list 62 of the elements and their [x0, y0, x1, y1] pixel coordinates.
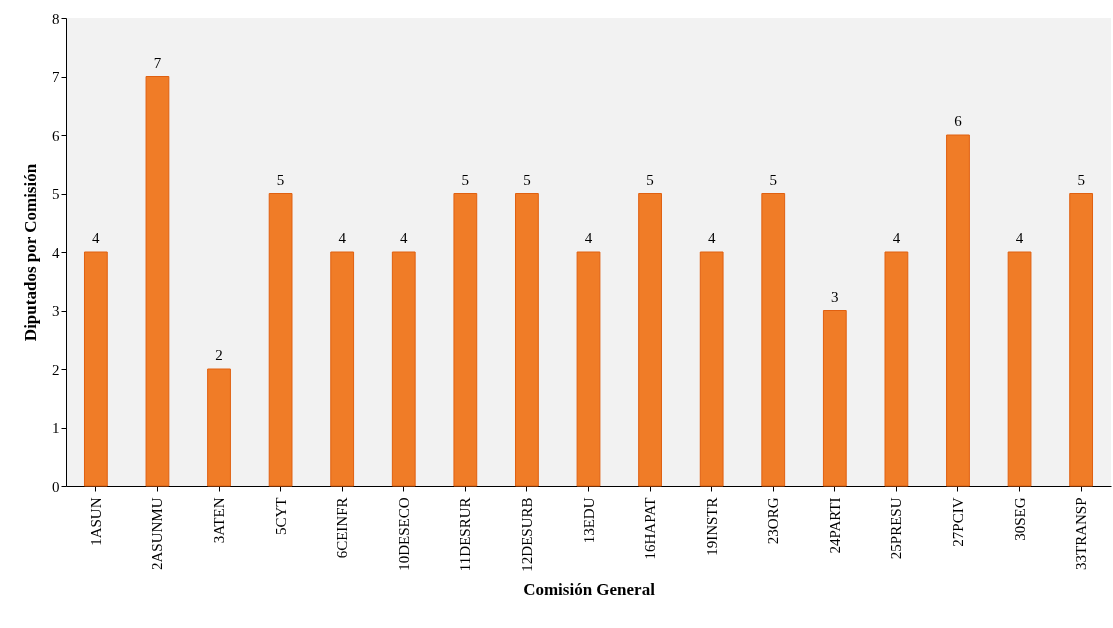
bar — [330, 251, 355, 487]
x-tick-label: 11DESRUR — [457, 497, 474, 572]
data-label: 6 — [954, 113, 963, 129]
data-label: 5 — [1077, 171, 1085, 188]
data-label: 4 — [1015, 230, 1024, 246]
bar — [453, 193, 478, 487]
bar — [391, 251, 416, 487]
data-label: 3 — [831, 288, 839, 305]
x-tick-label: 10DESECO — [395, 497, 412, 571]
bar — [207, 368, 231, 487]
x-tick-label: 3ATEN — [211, 497, 228, 544]
data-label: 5 — [276, 171, 285, 188]
bar — [822, 310, 847, 487]
bar — [699, 251, 724, 487]
x-tick-label: 1ASUN — [87, 497, 104, 546]
data-label: 7 — [153, 54, 162, 71]
y-tick-label: 7 — [52, 69, 60, 85]
bar — [1069, 193, 1094, 487]
data-label: 5 — [523, 171, 531, 188]
x-axis-title: Comisión General — [523, 579, 656, 599]
data-label: 4 — [584, 230, 593, 246]
bar — [83, 251, 108, 487]
data-label: 2 — [215, 347, 223, 363]
x-tick-label: 30SEG — [1011, 497, 1028, 541]
bar — [638, 193, 662, 487]
x-tick-label: 12DESURB — [518, 497, 535, 572]
x-tick-label: 27PCIV — [949, 497, 966, 547]
x-tick-label: 19INSTR — [703, 497, 720, 556]
bar — [884, 251, 909, 487]
y-tick-label: 0 — [52, 478, 60, 495]
data-label: 4 — [892, 230, 901, 246]
x-tick-label: 25PRESU — [888, 497, 905, 560]
bar — [761, 193, 786, 487]
x-tick-label: 13EDU — [580, 497, 597, 544]
data-label: 4 — [707, 230, 716, 246]
x-tick-label: 33TRANSP — [1073, 497, 1090, 571]
bar — [1007, 251, 1032, 487]
y-tick-label: 2 — [52, 361, 60, 378]
data-label: 4 — [338, 230, 347, 246]
data-label: 5 — [769, 171, 777, 188]
y-axis-title: Diputados por Comisión — [21, 163, 40, 342]
x-tick-label: 23ORG — [765, 497, 782, 545]
bar — [576, 251, 601, 487]
y-tick-label: 1 — [52, 420, 60, 436]
bar — [145, 76, 170, 487]
x-tick-label: 16HAPAT — [642, 497, 659, 560]
y-tick-label: 8 — [52, 10, 60, 27]
bar — [946, 134, 970, 487]
y-tick-label: 3 — [52, 303, 60, 319]
data-label: 4 — [400, 230, 409, 246]
x-tick-label: 6CEINFR — [334, 497, 351, 559]
y-tick-label: 5 — [52, 186, 60, 202]
data-label: 5 — [646, 171, 654, 188]
bar — [515, 193, 539, 487]
data-label: 5 — [461, 171, 470, 188]
y-tick-label: 4 — [52, 244, 60, 261]
x-tick-label: 24PARTI — [826, 497, 843, 554]
x-tick-label: 2ASUNMU — [149, 497, 166, 571]
bar — [268, 193, 293, 487]
data-label: 4 — [92, 230, 101, 246]
y-tick-label: 6 — [52, 127, 60, 144]
x-tick-label: 5CYT — [272, 497, 289, 535]
